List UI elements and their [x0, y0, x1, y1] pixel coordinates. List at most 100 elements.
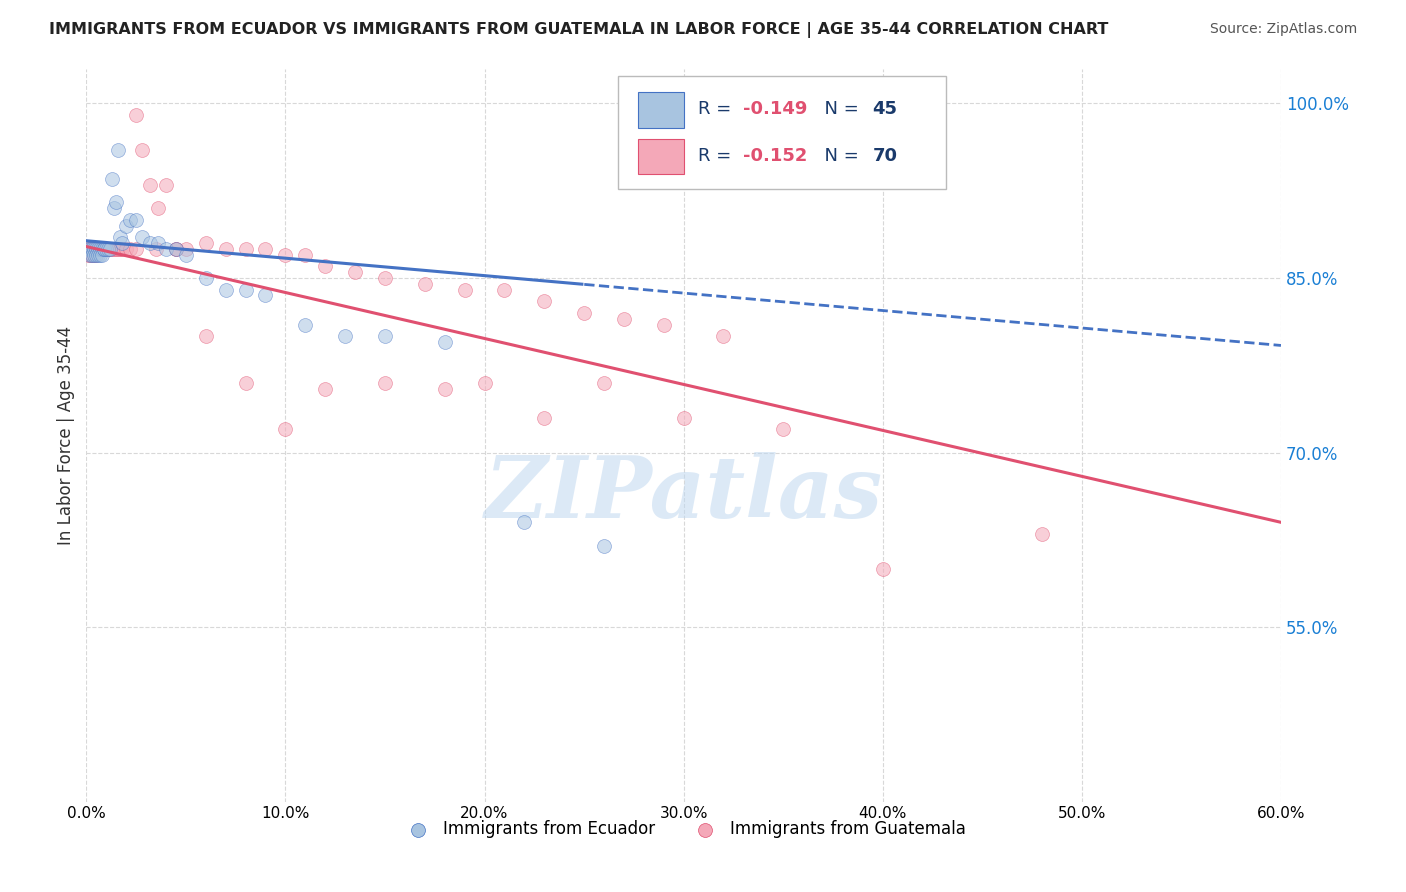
Point	[103, 242, 125, 256]
Point	[84, 248, 107, 262]
Text: Source: ZipAtlas.com: Source: ZipAtlas.com	[1209, 22, 1357, 37]
Point	[274, 422, 297, 436]
Point	[89, 242, 111, 256]
Point	[333, 329, 356, 343]
Point	[84, 242, 107, 256]
Point	[194, 271, 217, 285]
Point	[77, 242, 100, 256]
Point	[314, 382, 336, 396]
Point	[374, 376, 396, 390]
Point	[131, 143, 153, 157]
Y-axis label: In Labor Force | Age 35-44: In Labor Force | Age 35-44	[58, 326, 75, 545]
Point	[111, 235, 134, 250]
Point	[433, 382, 456, 396]
Point	[131, 230, 153, 244]
Text: IMMIGRANTS FROM ECUADOR VS IMMIGRANTS FROM GUATEMALA IN LABOR FORCE | AGE 35-44 : IMMIGRANTS FROM ECUADOR VS IMMIGRANTS FR…	[49, 22, 1108, 38]
Point	[215, 242, 238, 256]
FancyBboxPatch shape	[617, 76, 946, 189]
Point	[96, 242, 118, 256]
Bar	[638, 139, 683, 174]
Point	[593, 376, 616, 390]
Point	[93, 242, 115, 256]
Text: 70: 70	[872, 147, 897, 165]
Point	[593, 539, 616, 553]
Point	[294, 318, 316, 332]
Point	[103, 201, 125, 215]
Point	[194, 235, 217, 250]
Point	[453, 283, 475, 297]
Point	[84, 248, 107, 262]
Point	[1031, 527, 1053, 541]
Legend: Immigrants from Ecuador, Immigrants from Guatemala: Immigrants from Ecuador, Immigrants from…	[395, 814, 973, 845]
Point	[77, 242, 100, 256]
Point	[374, 271, 396, 285]
Point	[165, 242, 187, 256]
Point	[108, 230, 131, 244]
Point	[165, 242, 187, 256]
Point	[713, 329, 735, 343]
Point	[494, 283, 516, 297]
Point	[125, 108, 148, 122]
Point	[82, 248, 104, 262]
Point	[77, 248, 100, 262]
Point	[82, 242, 104, 256]
Point	[139, 235, 162, 250]
Point	[194, 329, 217, 343]
Text: N =: N =	[813, 100, 865, 119]
Point	[83, 248, 105, 262]
Point	[215, 283, 238, 297]
Point	[82, 242, 104, 256]
Point	[87, 242, 110, 256]
Point	[254, 242, 277, 256]
Point	[84, 242, 107, 256]
Text: R =: R =	[697, 147, 737, 165]
Point	[872, 562, 894, 576]
Point	[79, 248, 101, 262]
Point	[374, 329, 396, 343]
Point	[145, 242, 167, 256]
Point	[772, 422, 794, 436]
Point	[254, 288, 277, 302]
Point	[314, 260, 336, 274]
Point	[98, 242, 121, 256]
Point	[235, 376, 257, 390]
Point	[87, 242, 110, 256]
Point	[98, 242, 121, 256]
Point	[120, 212, 142, 227]
Point	[235, 283, 257, 297]
Point	[93, 242, 115, 256]
Text: N =: N =	[813, 147, 865, 165]
Point	[91, 248, 114, 262]
Point	[533, 294, 555, 309]
Point	[101, 242, 124, 256]
Point	[83, 242, 105, 256]
Point	[274, 248, 297, 262]
Bar	[638, 93, 683, 128]
Point	[533, 410, 555, 425]
Text: -0.149: -0.149	[744, 100, 807, 119]
Point	[82, 248, 104, 262]
Point	[652, 318, 675, 332]
Text: R =: R =	[697, 100, 737, 119]
Point	[83, 248, 105, 262]
Point	[101, 172, 124, 186]
Point	[97, 242, 120, 256]
Text: ZIPatlas: ZIPatlas	[485, 452, 883, 535]
Point	[115, 242, 138, 256]
Point	[93, 242, 115, 256]
Point	[146, 201, 169, 215]
Point	[125, 242, 148, 256]
Point	[294, 248, 316, 262]
Point	[79, 242, 101, 256]
Point	[83, 242, 105, 256]
Point	[91, 242, 114, 256]
Point	[120, 242, 142, 256]
Point	[87, 248, 110, 262]
Text: -0.152: -0.152	[744, 147, 807, 165]
Point	[97, 242, 120, 256]
Point	[115, 219, 138, 233]
Point	[433, 334, 456, 349]
Point	[474, 376, 496, 390]
Point	[89, 242, 111, 256]
Point	[96, 242, 118, 256]
